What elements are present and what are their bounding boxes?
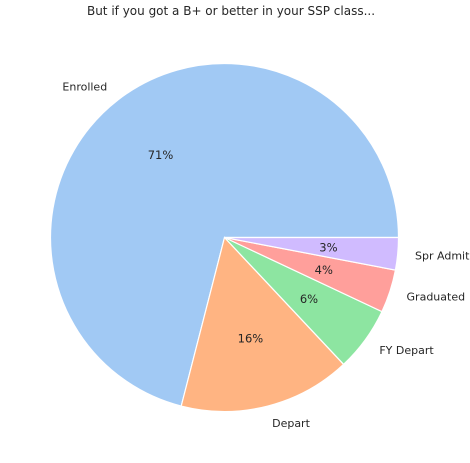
pie-slice-depart — [180, 236, 345, 413]
pie-category-label: Spr Admit — [415, 250, 470, 263]
pie-slices — [49, 62, 400, 413]
pie-pct-label: 4% — [315, 263, 333, 277]
pie-category-label: Depart — [272, 417, 310, 430]
pie-category-label: FY Depart — [379, 344, 434, 357]
pie-slice-enrolled — [49, 62, 400, 407]
pie-slice-spr-admit — [224, 236, 400, 271]
chart-title: But if you got a B+ or better in your SS… — [87, 4, 375, 18]
pie-pct-label: 3% — [319, 240, 337, 254]
pie-labels: 71% Enrolled 16% Depart 6% FY Depart 4% Graduat… — [62, 80, 470, 430]
pie-pct-label: 71% — [148, 148, 174, 162]
pie-pct-label: 16% — [238, 332, 264, 346]
pie-category-label: Graduated — [407, 291, 466, 304]
pie-pct-label: 6% — [300, 292, 318, 306]
pie-category-label: Enrolled — [62, 80, 107, 93]
